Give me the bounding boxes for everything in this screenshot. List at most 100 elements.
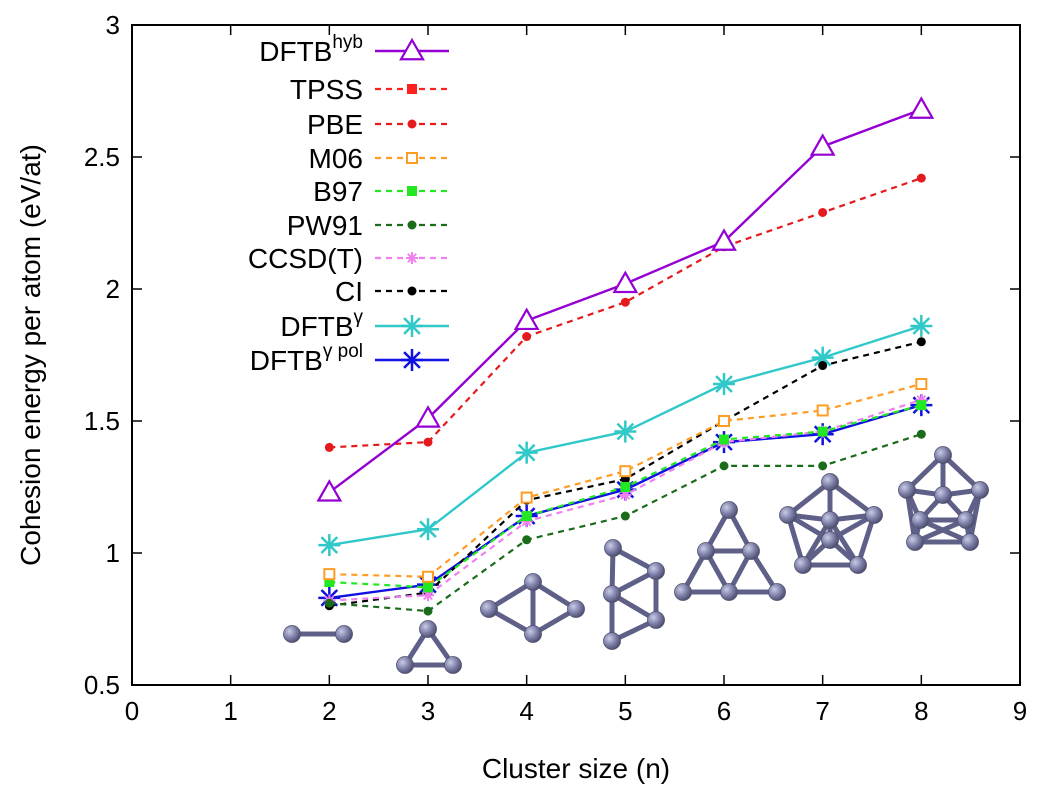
- atom: [396, 656, 414, 674]
- data-point: [620, 482, 631, 492]
- data-point: [423, 606, 433, 616]
- legend-label: DFTBγ pol: [250, 341, 363, 376]
- atom: [934, 446, 952, 464]
- atom: [779, 506, 797, 524]
- atom: [821, 511, 839, 529]
- y-tick-label: 0.5: [84, 670, 120, 700]
- data-point: [916, 400, 927, 411]
- data-point: [718, 415, 730, 427]
- data-point: [323, 568, 336, 581]
- series-4: [324, 400, 927, 593]
- y-tick-label: 3: [106, 10, 120, 40]
- plot-frame: [131, 24, 1021, 686]
- x-tick-label: 4: [519, 696, 533, 726]
- atom: [906, 533, 924, 551]
- legend-label: DFTBhyb: [259, 32, 363, 67]
- data-point: [818, 207, 828, 217]
- cluster-structure-rhombus: [480, 573, 585, 643]
- legend-item: DFTBhyb: [259, 32, 449, 67]
- cluster-structure-triangle: [396, 620, 462, 674]
- atom: [794, 556, 812, 574]
- data-point: [407, 286, 417, 296]
- data-point: [614, 420, 637, 443]
- atom: [480, 600, 498, 618]
- data-point: [521, 511, 532, 522]
- data-point: [816, 404, 829, 417]
- data-point: [818, 461, 828, 471]
- data-point: [620, 511, 630, 521]
- atom: [911, 511, 929, 529]
- data-point: [520, 491, 533, 504]
- data-point: [423, 437, 433, 447]
- atom: [821, 473, 839, 491]
- atom: [849, 556, 867, 574]
- data-point: [423, 582, 433, 593]
- bond: [827, 479, 877, 518]
- x-tick-label: 6: [717, 696, 731, 726]
- cluster-structure-dimer: [283, 625, 353, 643]
- y-tick-label: 1: [106, 538, 120, 568]
- atom: [898, 481, 916, 499]
- atom: [524, 573, 542, 591]
- atom: [567, 600, 585, 618]
- legend-label: CCSD(T): [248, 243, 363, 274]
- atom: [720, 583, 738, 601]
- x-tick-label: 0: [125, 696, 139, 726]
- series-2: [324, 173, 926, 452]
- atom: [647, 562, 665, 580]
- atom: [419, 620, 437, 638]
- data-point: [719, 434, 729, 445]
- series-0: [316, 96, 935, 502]
- data-point: [818, 361, 828, 371]
- data-point: [522, 332, 532, 342]
- atom: [283, 625, 301, 643]
- y-axis-title: Cohesion energy per atom (eV/at): [15, 144, 46, 566]
- data-point: [407, 119, 417, 129]
- series-5: [324, 429, 926, 616]
- data-point: [406, 152, 418, 164]
- x-tick-label: 3: [421, 696, 435, 726]
- data-point: [406, 252, 418, 264]
- legend-label: M06: [309, 143, 363, 174]
- data-point: [515, 441, 538, 464]
- atom: [720, 501, 738, 519]
- data-point: [612, 270, 639, 294]
- atom: [742, 542, 760, 560]
- atom: [604, 539, 622, 557]
- atom: [821, 531, 839, 549]
- legend-label: TPSS: [290, 74, 363, 105]
- atom: [647, 611, 665, 629]
- legend-item: DFTBγ pol: [250, 341, 449, 376]
- atom: [444, 656, 462, 674]
- data-point: [401, 315, 423, 337]
- data-point: [809, 133, 836, 156]
- data-point: [817, 426, 828, 437]
- data-point: [910, 314, 933, 337]
- x-tick-label: 1: [223, 696, 237, 726]
- data-point: [513, 307, 540, 331]
- data-point: [324, 442, 334, 452]
- legend-item: CCSD(T): [248, 243, 449, 274]
- y-tick-label: 2: [106, 274, 120, 304]
- data-point: [399, 37, 425, 61]
- atom: [865, 506, 883, 524]
- data-point: [417, 518, 439, 541]
- data-point: [422, 570, 434, 583]
- y-tick-label: 1.5: [84, 406, 120, 436]
- x-tick-label: 5: [618, 696, 632, 726]
- atom: [335, 625, 353, 643]
- data-point: [908, 96, 935, 119]
- data-point: [522, 535, 532, 545]
- atom: [603, 632, 621, 650]
- legend-label: PW91: [287, 210, 363, 241]
- atom: [524, 625, 542, 643]
- data-point: [713, 373, 735, 396]
- series-line: [329, 177, 922, 449]
- atom: [961, 533, 979, 551]
- x-axis-title: Cluster size (n): [482, 753, 670, 784]
- cluster-structure-triangular-6: [674, 501, 786, 601]
- atom: [957, 511, 975, 529]
- atom: [768, 583, 786, 601]
